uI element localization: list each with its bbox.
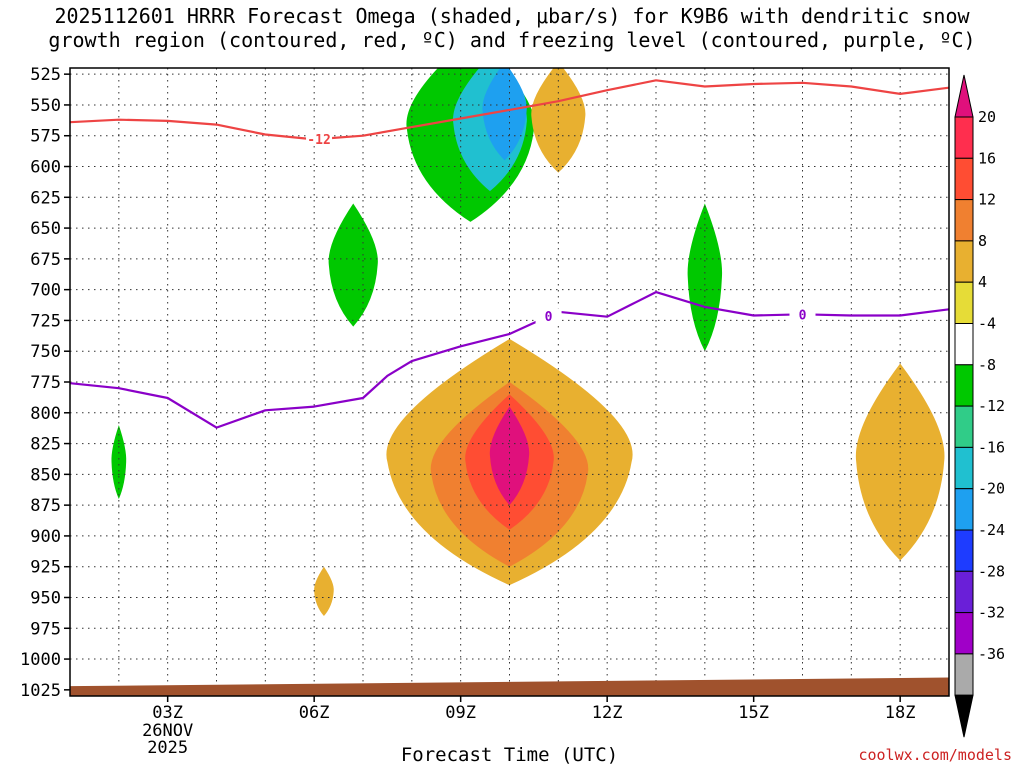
colorbar-band-13 — [954, 653, 974, 696]
x-tick-label-09Z: 09Z — [445, 703, 476, 723]
dendritic-contour-label-0: -12 — [307, 133, 330, 148]
colorbar-label-9: -20 — [978, 480, 1005, 498]
credit-link[interactable]: coolwx.com/models — [858, 746, 1012, 764]
y-tick-label-700: 700 — [30, 281, 61, 301]
colorbar-band-12 — [954, 612, 974, 655]
colorbar-label-1: 16 — [978, 149, 996, 167]
y-tick-label-650: 650 — [30, 219, 61, 239]
y-tick-label-925: 925 — [30, 558, 61, 578]
colorbar-band-11 — [954, 570, 974, 614]
omega-shading — [74, 68, 949, 623]
freezing-contour-label-bg-1 — [789, 306, 816, 322]
colorbar-label-10: -24 — [978, 521, 1005, 539]
colorbar-label-11: -28 — [978, 562, 1005, 580]
omega-ascent-yellow-top — [531, 68, 586, 173]
title-line-2: growth region (contoured, red, ºC) and f… — [48, 28, 976, 52]
colorbar-label-5: -4 — [978, 315, 996, 333]
date-label-0: 26NOV — [142, 721, 193, 741]
colorbar-band-2 — [954, 199, 974, 242]
freezing-contour-label-1: 0 — [799, 308, 807, 323]
colorbar-label-7: -12 — [978, 397, 1005, 415]
dendritic-contour-label-bg-0 — [306, 131, 333, 147]
y-tick-label-825: 825 — [30, 435, 61, 455]
x-tick-label-03Z: 03Z — [152, 703, 183, 723]
y-tick-label-975: 975 — [30, 619, 61, 639]
y-tick-label-725: 725 — [30, 311, 61, 331]
colorbar-label-0: 20 — [978, 108, 996, 126]
colorbar-label-4: 4 — [978, 273, 987, 291]
colorbar: 20 16 12 8 4 -4 -8 -12 -16 -20 -24 -28 -32 -36 — [954, 74, 1005, 738]
title-line-1: 2025112601 HRRR Forecast Omega (shaded, … — [54, 4, 970, 28]
y-axis: 525 550 575 600 625 650 675 700 725 750 775 800 825 8… — [20, 65, 70, 701]
y-tick-label-1000: 1000 — [20, 650, 61, 670]
terrain — [70, 677, 949, 696]
colorbar-band-6 — [954, 364, 974, 407]
colorbar-band-4 — [954, 281, 974, 325]
colorbar-band-3 — [954, 240, 974, 283]
colorbar-label-3: 8 — [978, 232, 987, 250]
colorbar-band-5 — [954, 323, 974, 366]
y-tick-label-950: 950 — [30, 588, 61, 608]
terrain-fill — [70, 677, 949, 696]
y-tick-label-900: 900 — [30, 527, 61, 547]
freezing-contour-label-bg-0 — [535, 308, 562, 324]
x-tick-label-15Z: 15Z — [738, 703, 769, 723]
omega-descent-teal-right — [687, 203, 723, 352]
freezing-contour-line — [70, 291, 949, 429]
colorbar-label-13: -36 — [978, 645, 1005, 663]
contours: -12 0 0 — [70, 79, 949, 429]
y-tick-label-800: 800 — [30, 404, 61, 424]
y-tick-label-750: 750 — [30, 342, 61, 362]
colorbar-label-8: -16 — [978, 438, 1005, 456]
colorbar-band-0 — [954, 116, 974, 159]
colorbar-band-1 — [954, 157, 974, 201]
freezing-contour-label-0: 0 — [545, 310, 553, 325]
colorbar-label-12: -32 — [978, 604, 1005, 622]
colorbar-band-10 — [954, 529, 974, 572]
gridlines — [70, 68, 949, 696]
x-tick-label-06Z: 06Z — [299, 703, 330, 723]
x-axis-label: Forecast Time (UTC) — [400, 744, 619, 766]
omega-descent-green-corner — [936, 548, 949, 623]
omega-descent-teal-left — [111, 425, 127, 499]
x-tick-label-18Z: 18Z — [885, 703, 916, 723]
y-tick-label-550: 550 — [30, 96, 61, 116]
y-tick-label-850: 850 — [30, 465, 61, 485]
y-tick-label-600: 600 — [30, 158, 61, 178]
chart-title: 2025112601 HRRR Forecast Omega (shaded, … — [0, 4, 1024, 52]
colorbar-band-8 — [954, 446, 974, 490]
colorbar-band-9 — [954, 488, 974, 531]
y-tick-label-525: 525 — [30, 65, 61, 85]
y-tick-label-625: 625 — [30, 188, 61, 208]
y-tick-label-775: 775 — [30, 373, 61, 393]
x-tick-label-12Z: 12Z — [592, 703, 623, 723]
y-tick-label-575: 575 — [30, 127, 61, 147]
dendritic-contour-line — [70, 79, 949, 141]
colorbar-over — [954, 74, 974, 118]
colorbar-under — [954, 694, 974, 738]
omega-ascent-yellow-small — [314, 566, 334, 616]
omega-descent-teal-mid — [328, 203, 378, 327]
colorbar-label-6: -8 — [978, 356, 996, 374]
colorbar-band-7 — [954, 405, 974, 448]
y-tick-label-875: 875 — [30, 496, 61, 516]
omega-ascent-magenta — [489, 406, 530, 506]
date-label-1: 2025 — [147, 738, 188, 758]
colorbar-label-2: 12 — [978, 191, 996, 209]
y-tick-label-1025: 1025 — [20, 681, 61, 701]
omega-descent-darkblue — [482, 68, 527, 161]
y-tick-label-675: 675 — [30, 250, 61, 270]
